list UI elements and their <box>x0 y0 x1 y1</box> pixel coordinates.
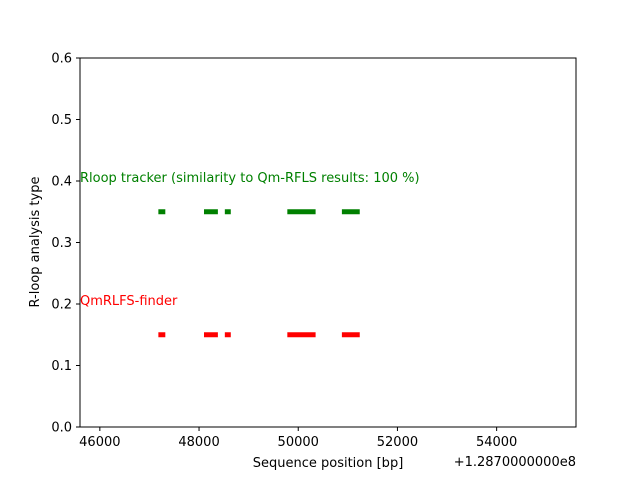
x-tick-label: 48000 <box>178 435 219 450</box>
y-tick-label: 0.2 <box>51 298 72 313</box>
x-axis: 46000 48000 50000 52000 54000 <box>79 427 517 450</box>
data-segment <box>224 332 231 338</box>
x-tick-label: 52000 <box>377 435 418 450</box>
plot-frame <box>79 57 577 428</box>
x-tick-label: 50000 <box>278 435 319 450</box>
y-tick-label: 0.3 <box>51 236 72 251</box>
data-segment <box>341 332 360 338</box>
y-tick-label: 0.4 <box>51 175 72 190</box>
data-segment <box>204 209 218 215</box>
x-axis-label: Sequence position [bp] <box>253 456 404 471</box>
x-tick-label: 54000 <box>476 435 517 450</box>
y-tick-label: 0.0 <box>51 421 72 436</box>
y-axis-label: R-loop analysis type <box>28 177 43 308</box>
y-axis: 0.0 0.1 0.2 0.3 0.4 0.5 0.6 <box>51 52 80 436</box>
annotations: Rloop tracker (similarity to Qm-RFLS res… <box>80 171 420 309</box>
x-tick-label: 46000 <box>79 435 120 450</box>
annotation-label: Rloop tracker (similarity to Qm-RFLS res… <box>80 171 420 186</box>
data-segment <box>341 209 360 215</box>
y-tick-label: 0.6 <box>51 52 72 67</box>
y-tick-label: 0.5 <box>51 113 72 128</box>
y-tick-label: 0.1 <box>51 359 72 374</box>
x-offset-label: +1.2870000000e8 <box>454 455 576 470</box>
data-segment <box>224 209 231 215</box>
data-segment <box>204 332 218 338</box>
annotation-label: QmRLFS-finder <box>80 294 178 309</box>
data-segment <box>287 332 316 338</box>
data-segment <box>287 209 316 215</box>
data-segment <box>158 209 166 215</box>
data-segment <box>158 332 166 338</box>
data-marks <box>158 209 360 338</box>
